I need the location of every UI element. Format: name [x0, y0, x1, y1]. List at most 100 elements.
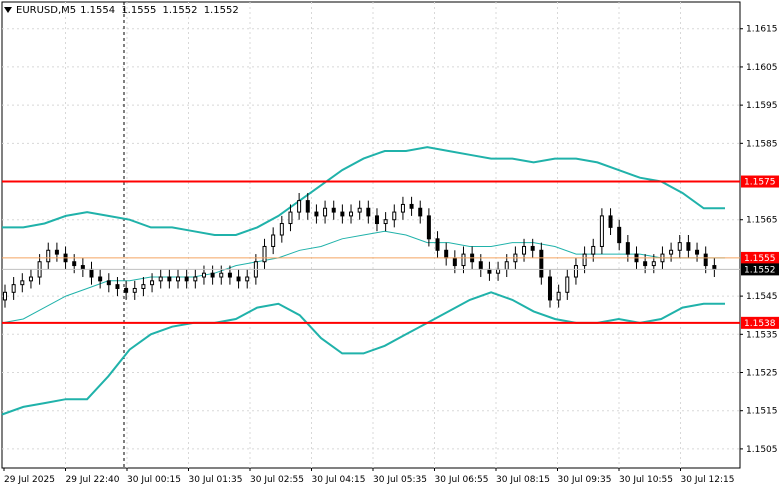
- candle: [400, 196, 405, 220]
- candle: [106, 273, 111, 293]
- x-axis-label: 30 Jul 02:55: [250, 475, 304, 485]
- y-axis-label: 1.1525: [746, 369, 778, 379]
- resistance-price-tag: [741, 175, 779, 188]
- y-axis-label: 1.1615: [746, 25, 778, 35]
- candle: [245, 269, 250, 289]
- candle: [271, 227, 276, 255]
- triangle-down-icon[interactable]: [4, 7, 12, 13]
- candle: [262, 238, 267, 270]
- candle: [608, 208, 613, 235]
- candle: [409, 196, 414, 216]
- candle: [20, 273, 25, 293]
- candle: [150, 273, 155, 293]
- candle: [158, 269, 163, 289]
- candle: [573, 257, 578, 285]
- candle: [677, 235, 682, 258]
- x-axis-label: 29 Jul 2025: [4, 475, 55, 485]
- support-price-label: 1.1538: [744, 319, 776, 329]
- candle: [46, 242, 51, 270]
- candle: [582, 246, 587, 274]
- x-axis-label: 30 Jul 04:15: [312, 475, 366, 485]
- x-axis-label: 30 Jul 12:15: [681, 475, 735, 485]
- plot-area: [1, 1, 741, 469]
- current-price-label: 1.1552: [744, 265, 776, 275]
- candle: [124, 280, 129, 300]
- x-axis-label: 30 Jul 10:55: [619, 475, 673, 485]
- candle: [461, 246, 466, 274]
- candle: [565, 269, 570, 300]
- candle: [530, 238, 535, 258]
- candle: [305, 192, 310, 220]
- chart-header: EURUSD,M5 1.1554 1.1555 1.1552 1.1552: [4, 3, 242, 17]
- candle: [176, 269, 181, 289]
- y-axis-label: 1.1605: [746, 63, 778, 73]
- candle: [72, 254, 77, 274]
- candle: [201, 265, 206, 285]
- candle: [219, 265, 224, 285]
- candle: [340, 204, 345, 224]
- candle: [11, 277, 16, 300]
- candle: [54, 242, 59, 262]
- candle: [115, 277, 120, 297]
- support-price-tag: [741, 316, 779, 329]
- x-axis-label: 30 Jul 00:15: [127, 475, 181, 485]
- orange-price-label: 1.1555: [744, 254, 776, 264]
- candle: [28, 269, 33, 289]
- candle: [297, 192, 302, 220]
- candle: [383, 212, 388, 232]
- open-value: 1.1554: [80, 4, 116, 16]
- candle: [643, 254, 648, 274]
- orange-price-tag: [741, 251, 779, 264]
- y-axis-label: 1.1535: [746, 330, 778, 340]
- candle: [132, 280, 137, 300]
- bollinger-lower-band: [1, 291, 725, 416]
- bollinger-upper-band: [2, 146, 725, 236]
- current-price-tag: [741, 263, 779, 276]
- candle: [695, 242, 700, 262]
- candle: [141, 277, 146, 297]
- candle: [374, 208, 379, 232]
- y-axis-label: 1.1545: [746, 292, 778, 302]
- candle: [556, 284, 561, 308]
- candle: [651, 254, 656, 274]
- y-axis-label: 1.1505: [746, 445, 778, 455]
- y-axis-label: 1.1595: [746, 101, 778, 111]
- candle: [193, 269, 198, 289]
- close-value: 1.1552: [203, 4, 239, 16]
- x-axis-label: 30 Jul 09:35: [558, 475, 612, 485]
- candle: [314, 204, 319, 224]
- low-value: 1.1552: [162, 4, 198, 16]
- x-axis-label: 29 Jul 22:40: [66, 475, 120, 485]
- x-axis-label: 30 Jul 06:55: [435, 475, 489, 485]
- candle: [210, 265, 215, 285]
- candle: [435, 231, 440, 258]
- candle: [539, 242, 544, 285]
- candle: [686, 235, 691, 258]
- candle: [323, 200, 328, 224]
- candle: [617, 219, 622, 251]
- x-axis-label: 30 Jul 05:35: [373, 475, 427, 485]
- resistance-price-label: 1.1575: [744, 178, 776, 188]
- y-axis-label: 1.1515: [746, 407, 778, 417]
- y-axis-label: 1.1585: [746, 139, 778, 149]
- candle: [288, 204, 293, 232]
- candle: [167, 269, 172, 289]
- symbol-label: EURUSD,M5: [16, 4, 77, 16]
- candle: [357, 200, 362, 220]
- candle: [236, 269, 241, 289]
- candle: [547, 269, 552, 308]
- candle: [3, 284, 7, 308]
- candle: [418, 200, 423, 224]
- candle: [703, 246, 708, 274]
- high-value: 1.1555: [121, 4, 157, 16]
- candle: [392, 204, 397, 228]
- bollinger-middle-band: [1, 230, 725, 324]
- candle: [426, 208, 431, 247]
- candle: [599, 208, 604, 255]
- y-axis-label: 1.1565: [746, 216, 778, 226]
- candle: [349, 204, 354, 224]
- candle: [366, 200, 371, 224]
- ohlc-values: 1.1554 1.1555 1.1552 1.1552: [80, 5, 242, 16]
